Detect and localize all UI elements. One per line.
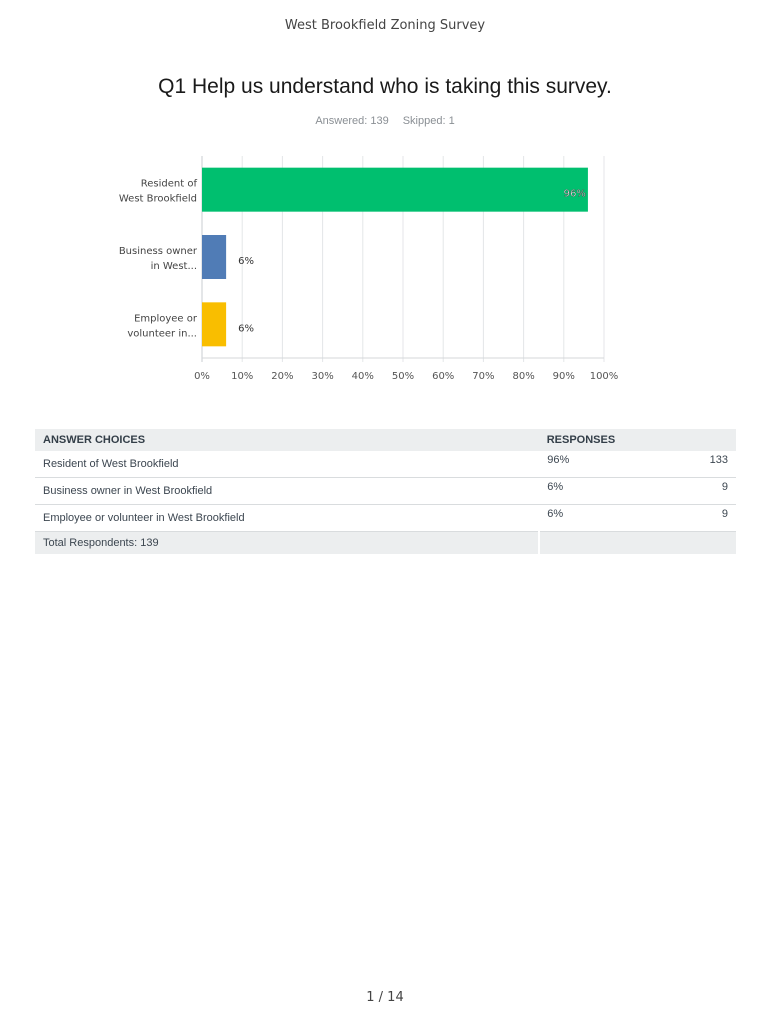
table-row: Employee or volunteer in West Brookfield… (35, 504, 736, 532)
x-tick-label: 0% (194, 371, 210, 382)
response-cell: 96% 133 (538, 451, 736, 478)
table-row: Business owner in West Brookfield 6% 9 (35, 477, 736, 505)
x-tick-label: 20% (271, 371, 293, 382)
chart-bars (202, 167, 588, 347)
answered-skipped-line: Answered: 139 Skipped: 1 (0, 115, 770, 127)
response-percent: 6% (547, 481, 564, 493)
skipped-count: Skipped: 1 (402, 115, 455, 127)
response-percent: 96% (547, 454, 570, 466)
category-label: Business owner (119, 246, 198, 257)
chart-value-labels: 96% 6% 6% (238, 188, 586, 334)
x-tick-label: 80% (512, 371, 534, 382)
response-count: 9 (721, 481, 728, 493)
answered-count: Answered: 139 (315, 115, 389, 127)
header-answer-choices: ANSWER CHOICES (35, 429, 539, 451)
response-cell: 6% 9 (538, 504, 736, 532)
chart-x-tick-labels: 0% 10% 20% 30% 40% 50% 60% 70% 80% 90% 100% (194, 371, 618, 382)
category-label: West Brookfield (119, 194, 197, 205)
bar-chart: Resident of West Brookfield Business owner… (119, 156, 618, 382)
document-header: West Brookfield Zoning Survey (284, 18, 486, 33)
value-label: 6% (238, 256, 254, 267)
category-label: Resident of (141, 179, 198, 190)
x-tick-label: 30% (311, 371, 333, 382)
response-cell: 6% 9 (538, 477, 736, 505)
page-number: 1 / 14 (366, 990, 404, 1005)
value-label: 96% (564, 189, 586, 200)
answer-choice-cell: Resident of West Brookfield (35, 451, 539, 478)
response-count: 9 (721, 508, 728, 520)
total-respondents: Total Respondents: 139 (35, 531, 539, 554)
header-responses: RESPONSES (538, 429, 736, 451)
response-percent: 6% (547, 508, 564, 520)
x-tick-label: 10% (231, 371, 253, 382)
x-tick-label: 100% (590, 371, 619, 382)
table-row: Resident of West Brookfield 96% 133 (35, 451, 736, 478)
question-title: Q1 Help us understand who is taking this… (158, 75, 612, 98)
value-label: 6% (238, 323, 254, 334)
x-tick-label: 60% (432, 371, 454, 382)
x-tick-label: 40% (352, 371, 374, 382)
bar (202, 167, 588, 212)
answer-choice-cell: Business owner in West Brookfield (35, 477, 539, 505)
total-empty-cell (537, 531, 736, 554)
category-label: volunteer in... (127, 328, 197, 339)
chart-category-labels: Resident of West Brookfield Business owner… (119, 179, 198, 340)
x-tick-label: 50% (392, 371, 414, 382)
answer-choice-cell: Employee or volunteer in West Brookfield (35, 504, 539, 532)
responses-table: ANSWER CHOICES RESPONSES Resident of Wes… (35, 429, 736, 554)
total-row: Total Respondents: 139 (35, 531, 736, 554)
category-label: Employee or (134, 313, 198, 324)
table-header-row: ANSWER CHOICES RESPONSES (35, 429, 736, 451)
category-label: in West... (151, 261, 197, 272)
x-tick-label: 90% (553, 371, 575, 382)
bar (202, 235, 227, 279)
x-tick-label: 70% (472, 371, 494, 382)
bar (202, 302, 227, 347)
response-count: 133 (709, 454, 728, 466)
